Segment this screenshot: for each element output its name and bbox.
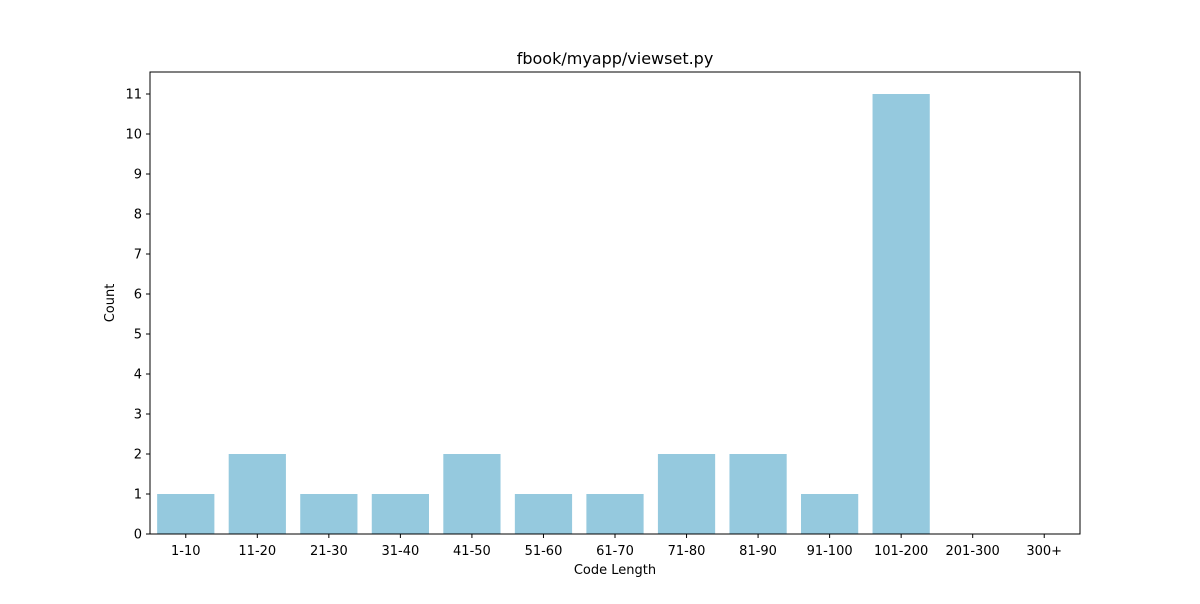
bar-31-40 xyxy=(371,494,429,534)
ticks-layer: 1-10 11-20 21-30 31-40 41-50 51-60 61-70 71-80 8… xyxy=(125,88,1062,560)
y-tick-label: 4 xyxy=(134,368,142,383)
x-tick-label: 201-300 xyxy=(946,544,1000,559)
y-tick-label: 1 xyxy=(134,488,142,503)
y-tick-label: 11 xyxy=(125,88,142,103)
x-tick-label: 21-30 xyxy=(310,544,348,559)
x-tick-label: 91-100 xyxy=(807,544,853,559)
bar-1-10 xyxy=(157,494,215,534)
x-tick-label: 51-60 xyxy=(525,544,563,559)
y-tick-label: 0 xyxy=(134,528,142,543)
x-tick-label: 300+ xyxy=(1026,544,1062,559)
y-tick-label: 2 xyxy=(134,448,142,463)
bar-81-90 xyxy=(729,454,787,534)
bar-11-20 xyxy=(228,454,286,534)
bar-21-30 xyxy=(300,494,358,534)
y-tick-label: 10 xyxy=(125,128,142,143)
x-tick-label: 1-10 xyxy=(171,544,201,559)
y-tick-label: 8 xyxy=(134,208,142,223)
x-tick-label: 81-90 xyxy=(739,544,777,559)
plot-frame xyxy=(149,71,1081,535)
bar-71-80 xyxy=(657,454,716,534)
y-tick-label: 7 xyxy=(134,248,142,263)
chart-title: fbook/myapp/viewset.py xyxy=(517,49,714,68)
y-tick-label: 6 xyxy=(134,288,142,303)
y-tick-label: 5 xyxy=(134,328,142,343)
y-tick-label: 9 xyxy=(134,168,142,183)
bars-layer xyxy=(157,94,930,534)
x-tick-label: 41-50 xyxy=(453,544,491,559)
bar-101-200 xyxy=(872,94,930,534)
bar-51-60 xyxy=(514,494,573,534)
y-tick-label: 3 xyxy=(134,408,142,423)
bar-41-50 xyxy=(443,454,501,534)
x-axis-label: Code Length xyxy=(574,563,656,578)
bar-91-100 xyxy=(801,494,859,534)
x-tick-label: 31-40 xyxy=(381,544,419,559)
x-tick-label: 11-20 xyxy=(238,544,276,559)
bar-61-70 xyxy=(586,494,644,534)
y-axis-label: Count xyxy=(103,284,118,323)
x-tick-label: 71-80 xyxy=(668,544,706,559)
x-tick-label: 61-70 xyxy=(596,544,634,559)
x-tick-label: 101-200 xyxy=(874,544,928,559)
